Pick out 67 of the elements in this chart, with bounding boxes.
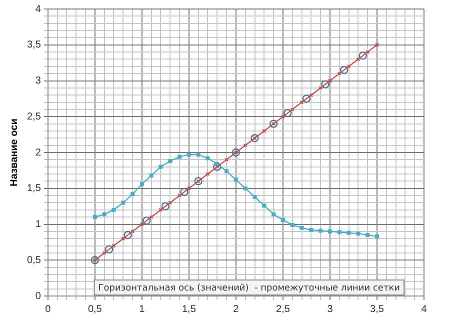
point	[224, 169, 229, 174]
x-tick-label: 1,5	[182, 304, 196, 315]
point	[328, 229, 332, 234]
y-tick-label: 1	[35, 219, 42, 230]
point	[374, 234, 379, 238]
point	[140, 222, 144, 226]
point	[180, 188, 188, 196]
point	[366, 233, 370, 238]
y-tick-label: 3	[35, 76, 42, 86]
point	[318, 228, 323, 233]
y-tick-label: 3,5	[26, 40, 42, 51]
point	[337, 230, 342, 234]
point	[280, 218, 285, 222]
x-tick-label: 3,5	[370, 304, 384, 315]
y-tick-label: 4	[35, 4, 42, 15]
point	[302, 94, 311, 103]
y-tick-label: 0	[35, 290, 42, 302]
y-tick-label: 0,5	[26, 254, 42, 266]
point	[158, 164, 163, 169]
x-tick-label: 4	[421, 304, 428, 315]
point	[178, 154, 182, 159]
point	[262, 204, 266, 208]
point	[102, 212, 106, 216]
annotation: Горизонтальная ось (значений) - промежуточные линии сетки	[98, 283, 400, 294]
point	[309, 228, 314, 232]
point	[121, 200, 126, 205]
point	[321, 80, 330, 88]
point	[149, 173, 154, 178]
point	[92, 215, 97, 220]
x-tick-label: 0,5	[88, 304, 102, 315]
point	[112, 208, 116, 212]
x-tick-label: 2,5	[276, 304, 290, 315]
point	[140, 182, 144, 186]
point	[356, 232, 360, 236]
point	[206, 172, 210, 176]
x-tick-label: 3	[327, 304, 334, 315]
point	[142, 216, 151, 225]
x-tick-label: 1	[139, 304, 146, 315]
point	[124, 230, 132, 240]
point	[290, 222, 294, 227]
point	[206, 156, 210, 160]
point	[196, 152, 200, 157]
point	[90, 256, 100, 264]
point	[232, 148, 240, 157]
point	[215, 162, 220, 166]
point	[243, 186, 248, 190]
point	[272, 212, 276, 216]
y-tick-label: 1,5	[26, 183, 42, 194]
point	[234, 178, 238, 182]
point	[130, 192, 135, 196]
point	[358, 52, 367, 60]
point	[186, 152, 191, 157]
point	[300, 226, 304, 230]
point	[161, 202, 170, 210]
point	[340, 66, 348, 74]
y-tick-label: 2,5	[26, 111, 42, 122]
x-tick-label: 0	[45, 304, 52, 315]
point	[252, 194, 257, 199]
x-tick-label: 2	[233, 304, 240, 315]
y-axis-title: Название оси	[8, 118, 20, 186]
point	[168, 159, 172, 164]
point	[284, 108, 292, 118]
point	[269, 120, 278, 128]
point	[104, 245, 114, 254]
y-tick-label: 2	[35, 147, 42, 158]
point	[346, 230, 351, 235]
point	[328, 78, 332, 83]
